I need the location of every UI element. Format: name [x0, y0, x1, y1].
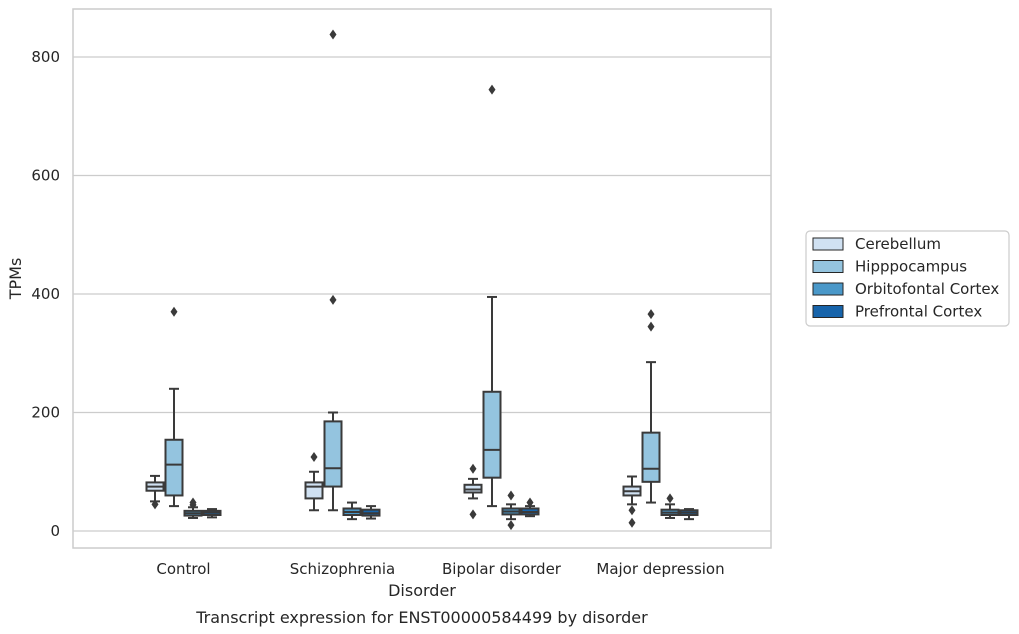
legend-swatch [812, 305, 844, 318]
x-tick-label: Control [156, 560, 210, 578]
box-groups [145, 29, 699, 531]
outlier-point [469, 509, 477, 520]
x-tick-label: Major depression [596, 560, 724, 578]
legend-frame [805, 230, 1010, 327]
outlier-point [170, 306, 178, 317]
box [641, 309, 661, 504]
legend-swatch [812, 237, 844, 251]
legend-item: Orbitofontal Cortex [812, 280, 999, 298]
box-body [323, 420, 343, 488]
legend-label: Prefrontal Cortex [855, 303, 982, 321]
legend-item: Prefrontal Cortex [812, 303, 982, 321]
y-tick-label: 800 [31, 48, 60, 66]
outlier-point [329, 294, 337, 305]
outlier-point [647, 321, 655, 332]
box-body [304, 481, 324, 500]
box [202, 508, 222, 519]
legend: Cerebellum Hipppocampus Orbitofontal Corte… [805, 230, 1010, 327]
box [342, 501, 362, 521]
outlier-point [507, 490, 515, 501]
outlier-point [488, 84, 496, 95]
x-tick-label: Schizophrenia [290, 560, 395, 578]
outlier-point [526, 497, 534, 508]
box [164, 306, 184, 508]
box-body [164, 438, 184, 497]
box-group-2 [463, 84, 540, 531]
plot-frame [72, 8, 772, 549]
box-group-3 [622, 309, 699, 528]
outlier-point [647, 309, 655, 320]
box [361, 505, 381, 520]
x-axis-label: Disorder [388, 581, 456, 600]
outlier-point [469, 463, 477, 474]
legend-label: Orbitofontal Cortex [855, 280, 999, 298]
chart-caption: Transcript expression for ENST0000058449… [195, 608, 648, 627]
outlier-point [507, 520, 515, 531]
box [520, 497, 540, 518]
legend-label: Cerebellum [855, 235, 941, 253]
legend-swatch [812, 282, 844, 296]
box-body [482, 390, 502, 479]
y-tick-label: 200 [31, 404, 60, 422]
box [304, 451, 324, 512]
box [183, 497, 203, 519]
legend-swatch [812, 260, 844, 273]
box [145, 474, 165, 510]
box [501, 490, 521, 531]
y-tick-label: 600 [31, 167, 60, 185]
box-group-0 [145, 306, 222, 519]
outlier-point [666, 493, 674, 504]
box [463, 463, 483, 520]
x-axis-ticks: Control Schizophrenia Bipolar disorder Majo… [156, 560, 724, 578]
box [679, 508, 699, 521]
outlier-point [628, 505, 636, 516]
box [622, 475, 642, 528]
box [660, 493, 680, 519]
outlier-point [189, 497, 197, 508]
outlier-point [628, 517, 636, 528]
gridlines [73, 56, 771, 532]
outlier-point [310, 451, 318, 462]
y-tick-label: 0 [50, 522, 60, 540]
legend-label: Hipppocampus [855, 258, 967, 276]
box [323, 29, 343, 512]
legend-item: Cerebellum [812, 235, 941, 253]
x-tick-label: Bipolar disorder [442, 560, 562, 578]
outlier-point [329, 29, 337, 40]
legend-item: Hipppocampus [812, 258, 967, 276]
y-tick-label: 400 [31, 285, 60, 303]
outlier-point [151, 499, 159, 510]
box [482, 84, 502, 508]
box-group-1 [304, 29, 381, 521]
y-axis-label: TPMs [6, 258, 25, 301]
y-axis-ticks: 0 200 400 600 800 [31, 48, 60, 540]
box-body [641, 431, 661, 483]
